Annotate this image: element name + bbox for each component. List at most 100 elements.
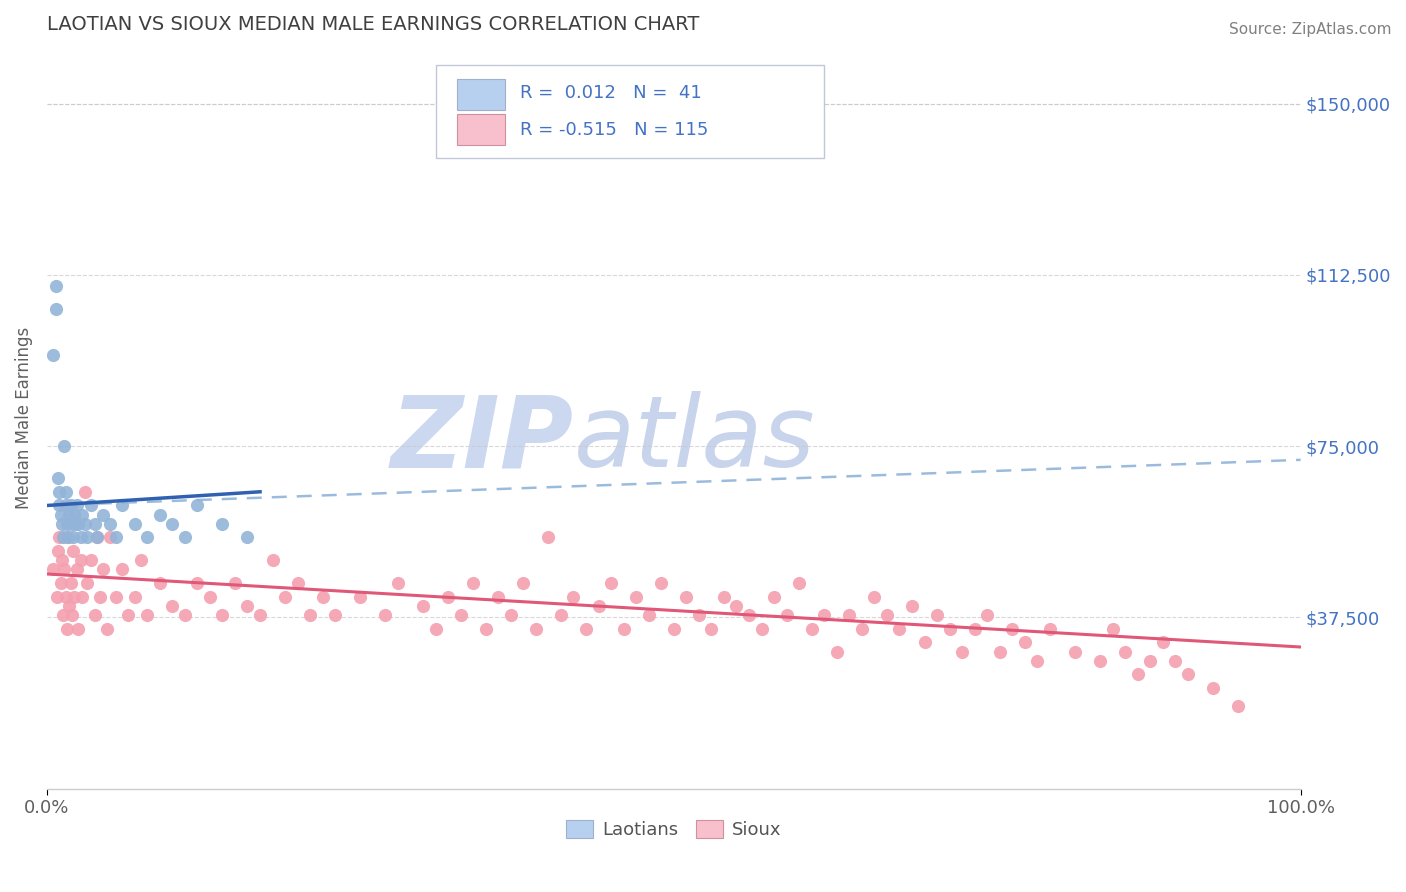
Point [60, 608, 83, 623]
Point [67, 622, 90, 636]
Y-axis label: Median Male Earnings: Median Male Earnings [15, 326, 32, 508]
Point [45, 590, 67, 604]
Point [1039, 622, 1062, 636]
Point [59, 499, 82, 513]
Point [86, 531, 108, 545]
Point [198, 590, 221, 604]
Point [67, 516, 90, 531]
Point [1114, 644, 1136, 658]
Point [117, 608, 139, 623]
Point [713, 590, 735, 604]
Point [650, 576, 672, 591]
Point [1001, 622, 1024, 636]
Point [49, 508, 72, 522]
Point [387, 576, 409, 591]
Point [46, 544, 69, 558]
Point [425, 622, 447, 636]
Point [600, 576, 623, 591]
Point [437, 590, 460, 604]
Point [211, 516, 233, 531]
FancyBboxPatch shape [436, 65, 824, 158]
Point [211, 608, 233, 623]
Point [73, 516, 96, 531]
Point [58, 531, 80, 545]
Point [49, 576, 72, 591]
Point [787, 576, 810, 591]
Text: R =  0.012   N =  41: R = 0.012 N = 41 [520, 85, 702, 103]
Point [851, 622, 873, 636]
Point [51, 516, 73, 531]
Point [104, 590, 127, 604]
Point [1202, 681, 1225, 695]
Point [688, 608, 710, 623]
Point [136, 531, 159, 545]
Point [1177, 667, 1199, 681]
Point [249, 608, 271, 623]
Point [173, 531, 195, 545]
Point [55, 484, 77, 499]
Point [52, 531, 75, 545]
Point [224, 576, 246, 591]
Point [186, 499, 208, 513]
Point [1064, 644, 1087, 658]
Point [66, 499, 89, 513]
Point [149, 576, 172, 591]
Point [53, 562, 76, 576]
Point [550, 608, 572, 623]
Point [963, 622, 986, 636]
Point [46, 471, 69, 485]
Point [56, 622, 79, 636]
Point [48, 531, 70, 545]
Point [59, 576, 82, 591]
Point [89, 590, 111, 604]
Point [738, 608, 761, 623]
Point [876, 608, 898, 623]
Point [86, 531, 108, 545]
Point [162, 516, 184, 531]
Text: atlas: atlas [574, 392, 815, 488]
Point [323, 608, 346, 623]
Point [70, 590, 93, 604]
Point [287, 576, 309, 591]
Point [42, 562, 65, 576]
Point [48, 484, 70, 499]
Point [45, 302, 67, 317]
Bar [457, 78, 505, 110]
Point [950, 644, 973, 658]
Point [512, 576, 534, 591]
Text: Source: ZipAtlas.com: Source: ZipAtlas.com [1229, 22, 1392, 37]
Point [914, 635, 936, 649]
Point [312, 590, 335, 604]
Point [775, 608, 797, 623]
Point [486, 590, 509, 604]
Point [91, 508, 114, 522]
Point [537, 531, 560, 545]
Point [700, 622, 723, 636]
Point [976, 608, 998, 623]
Point [925, 608, 948, 623]
Point [901, 599, 924, 613]
Point [274, 590, 297, 604]
Point [751, 622, 773, 636]
Point [73, 484, 96, 499]
Point [299, 608, 322, 623]
Point [800, 622, 823, 636]
Point [98, 516, 121, 531]
Point [52, 608, 75, 623]
Point [129, 553, 152, 567]
Point [104, 531, 127, 545]
Point [91, 562, 114, 576]
Point [499, 608, 522, 623]
Point [62, 531, 84, 545]
Legend: Laotians, Sioux: Laotians, Sioux [558, 813, 789, 847]
Point [474, 622, 496, 636]
Point [575, 622, 598, 636]
Point [450, 608, 472, 623]
Point [76, 531, 98, 545]
Point [162, 599, 184, 613]
Point [763, 590, 786, 604]
Text: LAOTIAN VS SIOUX MEDIAN MALE EARNINGS CORRELATION CHART: LAOTIAN VS SIOUX MEDIAN MALE EARNINGS CO… [46, 15, 699, 34]
Point [173, 608, 195, 623]
Point [51, 553, 73, 567]
Point [111, 499, 134, 513]
